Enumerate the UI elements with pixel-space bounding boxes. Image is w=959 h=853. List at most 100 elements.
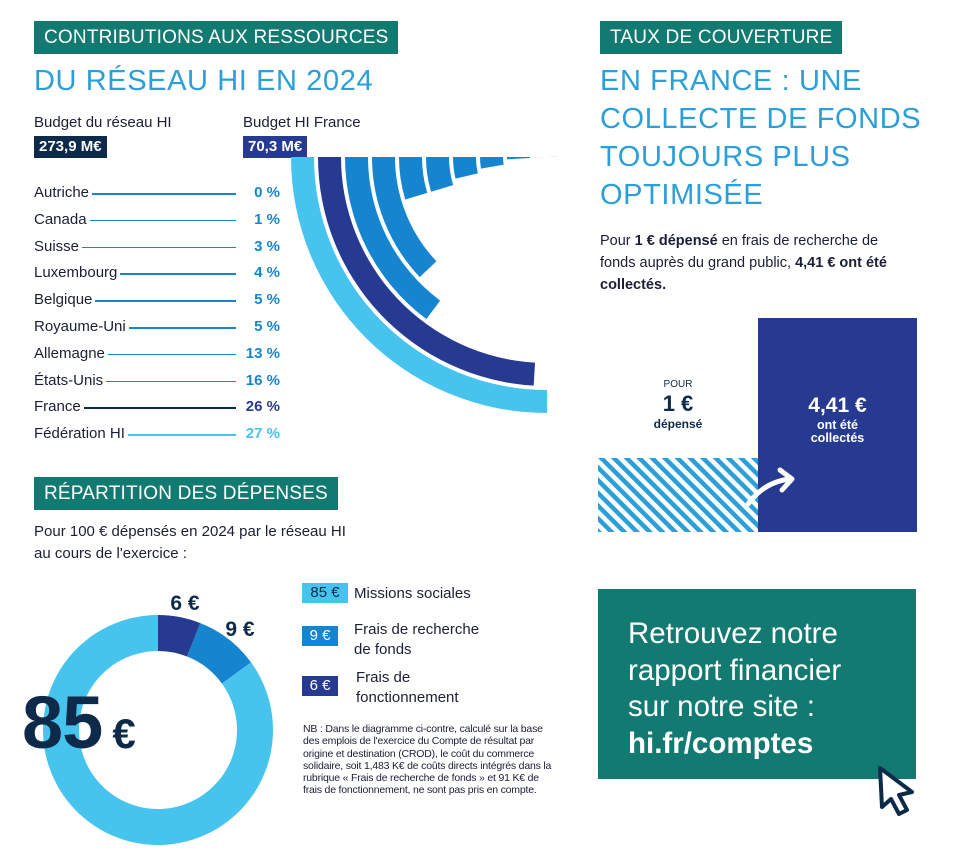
legend-label-recherche-2: de fonds — [354, 641, 412, 658]
leader-line — [44, 193, 236, 195]
country-row: États-Unis 16 % — [34, 370, 280, 391]
legend-label-fonctionnement-1: Frais de — [356, 669, 411, 686]
donut-slice — [158, 615, 201, 657]
radial-bar — [480, 157, 504, 169]
country-name: Fédération HI — [34, 424, 128, 445]
taux-title-1: EN FRANCE : UNE — [600, 65, 862, 97]
radial-bar — [426, 157, 454, 192]
country-name: Suisse — [34, 236, 83, 257]
budget-fr-label: Budget HI France — [243, 114, 361, 131]
country-percentage: 16 % — [245, 371, 280, 389]
leader-line — [44, 380, 236, 383]
donut-center-value: 85 € — [22, 683, 136, 774]
pour-label: POUR — [663, 379, 693, 390]
taux-tag: TAUX DE COUVERTURE — [600, 21, 843, 54]
hatched-block — [598, 458, 758, 532]
country-percentage: 26 % — [245, 398, 280, 416]
country-percentage: 5 % — [254, 318, 280, 335]
cta-text: Retrouvez notre rapport financier sur no… — [628, 616, 841, 762]
collected-value: 4,41 € — [808, 394, 867, 417]
country-percentage: 3 % — [254, 237, 280, 255]
leader-line — [44, 273, 236, 275]
country-percentage: 4 % — [254, 264, 280, 282]
depense-label: dépensé — [653, 417, 703, 431]
country-name: Autriche — [34, 183, 93, 203]
cta-line-3: sur notre site : — [628, 690, 815, 723]
taux-text: Pour 1 € dépensé en frais de recherche d… — [600, 230, 910, 296]
country-percentage: 13 % — [245, 344, 280, 362]
legend-box-missions: 85 € — [302, 583, 348, 603]
legend-label-recherche-1: Frais de recherche — [354, 621, 480, 638]
leader-line — [44, 246, 236, 249]
contributions-tag: CONTRIBUTIONS AUX RESSOURCES — [34, 21, 399, 54]
repartition-intro-2: au cours de l'exercice : — [34, 545, 187, 562]
country-name: Allemagne — [34, 343, 108, 364]
cta-box[interactable]: Retrouvez notre rapport financier sur no… — [598, 589, 916, 779]
radial-bar — [318, 157, 536, 386]
leader-line — [44, 353, 236, 356]
country-percentage: 27 % — [245, 425, 280, 443]
repartition-tag: RÉPARTITION DES DÉPENSES — [34, 477, 338, 510]
donut-slice — [187, 623, 252, 684]
collected-label-group: 4,41 € ont été collectés — [758, 393, 917, 445]
radial-bar — [453, 157, 478, 179]
country-row: Royaume-Uni 5 % — [34, 317, 280, 337]
leader-line — [44, 327, 236, 329]
radial-bar — [507, 157, 531, 160]
country-row: Autriche 0 % — [34, 183, 280, 203]
ont-ete-label: ont été — [817, 418, 858, 432]
cta-line-2: rapport financier — [628, 653, 842, 687]
country-row: Luxembourg 4 % — [34, 263, 280, 284]
cta-link[interactable]: hi.fr/comptes — [628, 726, 814, 760]
country-percentage: 0 % — [254, 184, 280, 201]
taux-text-bold-1: 1 € dépensé — [634, 233, 718, 249]
collectes-label: collectés — [810, 431, 865, 445]
radial-bar — [345, 157, 441, 320]
country-percentage: 1 % — [254, 210, 280, 228]
country-row: Suisse 3 % — [34, 236, 280, 257]
taux-text-1: Pour — [600, 233, 635, 249]
radial-bar — [291, 157, 547, 413]
country-row: Canada 1 % — [34, 209, 280, 230]
legend-label-missions: Missions sociales — [354, 585, 471, 602]
country-name: États-Unis — [34, 370, 107, 391]
leader-line — [44, 300, 236, 302]
taux-title-3: TOUJOURS PLUS — [600, 141, 851, 173]
taux-text-bold-2: 4,41 € ont été collectés. — [600, 255, 887, 293]
taux-title-4: OPTIMISÉE — [600, 179, 764, 211]
country-row: Belgique 5 % — [34, 290, 280, 311]
footnote: NB : Dans le diagramme ci-contre, calcul… — [303, 723, 552, 797]
repartition-intro-1: Pour 100 € dépensés en 2024 par le résea… — [34, 523, 346, 540]
donut-slice — [42, 615, 273, 845]
country-name: Belgique — [34, 290, 96, 311]
collected-block — [758, 318, 917, 532]
budget-fr-value: 70,3 M€ — [243, 136, 308, 158]
country-name: Royaume-Uni — [34, 317, 129, 337]
donut-value-label: 9 € — [225, 618, 255, 641]
country-row: France 26 % — [34, 397, 280, 418]
country-name: France — [34, 397, 84, 418]
donut-value-label: 6 € — [170, 592, 200, 615]
budget-hi-value: 273,9 M€ — [34, 136, 107, 158]
legend-box-recherche: 9 € — [302, 626, 338, 646]
country-percentage: 5 % — [254, 291, 280, 309]
radial-bar — [399, 157, 428, 200]
pour-label-group: POUR 1 € dépensé — [618, 378, 738, 431]
taux-title-2: COLLECTE DE FONDS — [600, 103, 922, 135]
country-name: Canada — [34, 209, 90, 230]
taux-text-2: en frais de recherche de fonds auprès du… — [600, 233, 879, 271]
cta-line-1: Retrouvez notre — [628, 617, 838, 650]
cursor-icon — [878, 766, 914, 816]
country-row: Allemagne 13 % — [34, 343, 280, 364]
leader-line — [44, 219, 236, 222]
country-name: Luxembourg — [34, 263, 121, 284]
legend-label-fonctionnement-2: fonctionnement — [356, 689, 459, 706]
budget-hi-label: Budget du réseau HI — [34, 114, 172, 131]
donut-center-number: 85 — [22, 681, 103, 764]
leader-line — [44, 407, 236, 409]
contributions-title: DU RÉSEAU HI EN 2024 — [34, 65, 374, 97]
donut-center-currency: € — [112, 710, 136, 757]
country-row: Fédération HI 27 % — [34, 424, 280, 445]
leader-line — [44, 434, 236, 436]
